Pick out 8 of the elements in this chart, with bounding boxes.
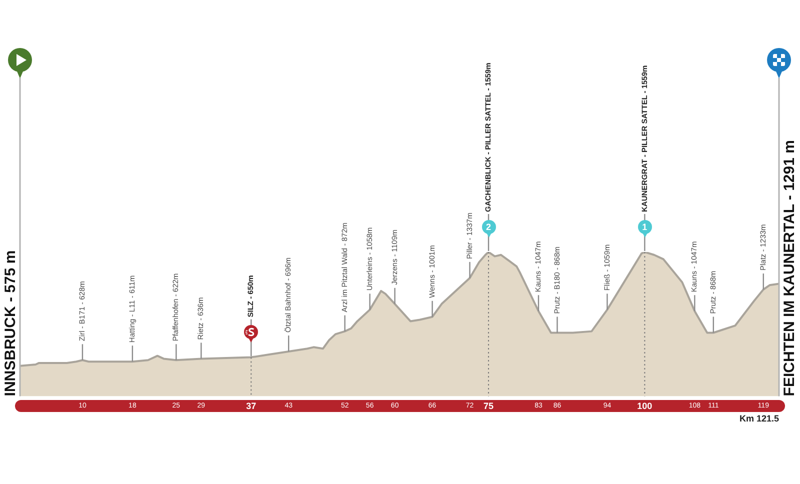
x-axis-title: Km 121.5: [739, 414, 779, 424]
annotation: INNSBRUCK - 575 m: [2, 250, 20, 396]
x-tick-label: 37: [246, 401, 256, 412]
x-tick-label: 100: [637, 401, 652, 412]
annotation: 2: [482, 220, 496, 234]
annotation: FEICHTEN IM KAUNERTAL - 1291 m: [781, 140, 798, 396]
annotation: 1: [638, 220, 652, 234]
x-tick-label: 75: [484, 401, 494, 412]
